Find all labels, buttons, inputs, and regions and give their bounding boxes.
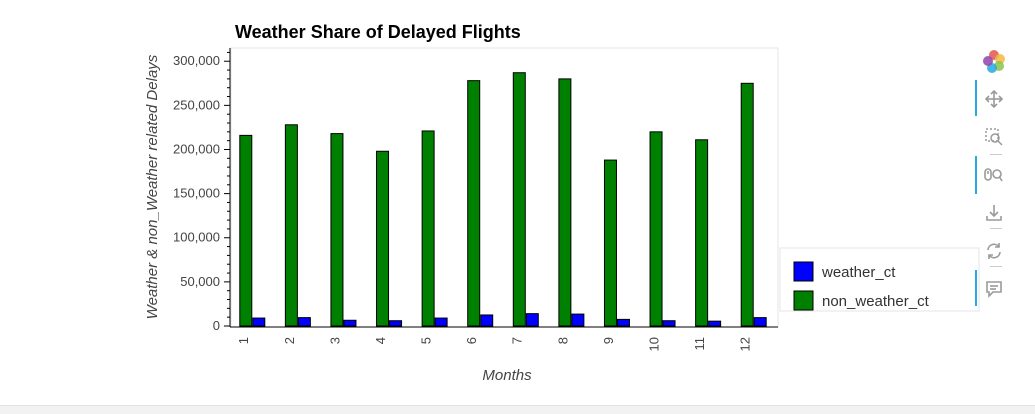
x-tick-label: 4 (373, 337, 388, 344)
wheel-zoom-active-indicator (975, 156, 977, 194)
pan-active-indicator (975, 80, 977, 116)
bar-non_weather_ct-8 (558, 78, 572, 327)
toolbar-separator (990, 266, 1002, 267)
box-zoom-icon[interactable] (978, 122, 1010, 152)
legend-swatch-weather (793, 261, 814, 282)
y-tick-label: 100,000 (173, 230, 220, 245)
legend: weather_ct non_weather_ct (779, 247, 980, 312)
x-tick-label: 9 (601, 337, 616, 344)
toolbar-separator (990, 228, 1002, 229)
y-axis-label: Weather & non_Weather related Delays (144, 54, 161, 319)
hover-active-indicator (975, 270, 977, 306)
bar-non_weather_ct-5 (421, 130, 435, 327)
bars (239, 72, 767, 327)
bar-weather_ct-4 (389, 320, 403, 327)
bar-non_weather_ct-1 (239, 134, 253, 327)
toolbar (972, 44, 1012, 314)
bar-non_weather_ct-11 (695, 139, 709, 327)
bar-non_weather_ct-9 (603, 159, 617, 327)
hover-icon[interactable] (978, 274, 1010, 304)
bar-weather_ct-1 (252, 317, 266, 327)
x-tick-label: 3 (327, 337, 342, 344)
bar-weather_ct-9 (616, 318, 630, 327)
bar-non_weather_ct-6 (467, 80, 481, 327)
bar-weather_ct-2 (297, 317, 311, 327)
y-tick-label: 250,000 (173, 97, 220, 112)
bar-weather_ct-8 (571, 313, 585, 327)
x-tick-label: 12 (738, 337, 753, 351)
bar-non_weather_ct-7 (512, 72, 526, 327)
bar-weather_ct-12 (753, 317, 767, 327)
y-ticks: 0 50,000 100,000 150,000 200,000 250,000 300,0… (173, 51, 230, 333)
bokeh-logo-icon[interactable] (978, 46, 1010, 76)
chart-title: Weather Share of Delayed Flights (235, 22, 521, 42)
toolbar-separator (990, 154, 1002, 155)
legend-swatch-non-weather (793, 290, 814, 311)
bar-non_weather_ct-12 (740, 82, 754, 327)
y-tick-label: 0 (213, 318, 220, 333)
bar-weather_ct-5 (434, 317, 448, 327)
legend-label-non-weather: non_weather_ct (822, 293, 930, 310)
legend-label-weather: weather_ct (821, 264, 896, 281)
x-tick-label: 8 (555, 337, 570, 344)
x-tick-label: 2 (282, 337, 297, 344)
x-tick-label: 11 (692, 337, 707, 351)
x-tick-label: 10 (646, 337, 661, 351)
x-tick-label: 6 (464, 337, 479, 344)
x-tick-label: 7 (510, 337, 525, 344)
bar-weather_ct-3 (343, 319, 357, 327)
bar-non_weather_ct-4 (376, 150, 390, 327)
wheel-zoom-icon[interactable] (978, 160, 1010, 190)
bar-non_weather_ct-10 (649, 131, 663, 327)
bar-weather_ct-6 (480, 314, 494, 327)
x-tick-label: 1 (236, 337, 251, 344)
footer-bar (0, 405, 1035, 414)
y-tick-label: 50,000 (180, 274, 220, 289)
bar-non_weather_ct-2 (284, 124, 298, 327)
y-tick-label: 300,000 (173, 53, 220, 68)
bar-weather_ct-7 (525, 313, 539, 327)
x-tick-label: 5 (419, 337, 434, 344)
y-tick-label: 150,000 (173, 186, 220, 201)
bar-non_weather_ct-3 (330, 133, 344, 327)
reset-icon[interactable] (978, 236, 1010, 266)
bar-weather_ct-11 (708, 320, 722, 327)
bar-weather_ct-10 (662, 320, 676, 327)
x-ticks: 1 2 3 4 5 6 7 8 9 10 11 12 (236, 337, 752, 351)
pan-icon[interactable] (978, 84, 1010, 114)
save-icon[interactable] (978, 198, 1010, 228)
y-tick-label: 200,000 (173, 141, 220, 156)
x-axis-label: Months (482, 367, 532, 384)
